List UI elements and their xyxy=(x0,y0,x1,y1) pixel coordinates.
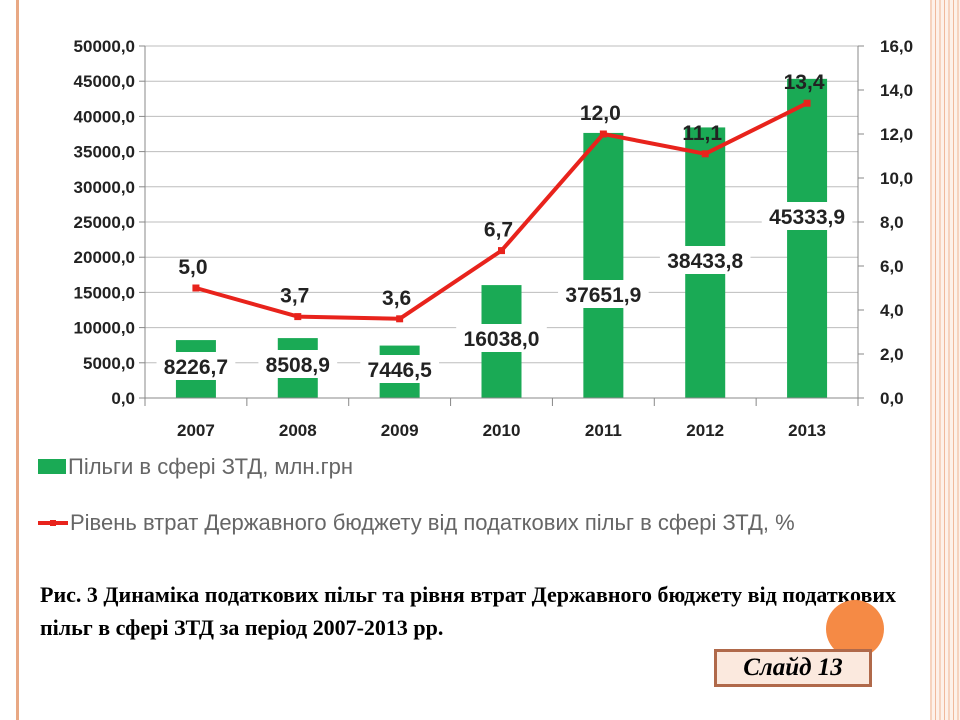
x-axis-tick-label: 2012 xyxy=(686,421,724,440)
combo-chart: 0,0 5000,0 10000,0 15000,0 20000,0 25000,0 300… xyxy=(74,37,914,440)
left-axis-tick-label: 0,0 xyxy=(111,389,135,408)
right-axis-tick-label: 6,0 xyxy=(880,257,904,276)
right-axis-tick-label: 8,0 xyxy=(880,213,904,232)
left-axis-tick-label: 25000,0 xyxy=(74,213,135,232)
x-axis-tick-label: 2008 xyxy=(279,421,317,440)
line-series xyxy=(192,99,811,323)
legend-bar-label: Пільги в сфері ЗТД, млн.грн xyxy=(68,454,354,479)
left-axis-tick-label: 15000,0 xyxy=(74,283,135,302)
slide-number-badge: Слайд 13 xyxy=(714,649,872,687)
right-axis-tick-label: 14,0 xyxy=(880,81,913,100)
right-axis-tick-label: 10,0 xyxy=(880,169,913,188)
x-axis-tick-label: 2013 xyxy=(788,421,826,440)
bar xyxy=(583,132,624,399)
data-labels: 8226,7 8508,9 7446,5 16038,0 37651,9 38433,8 4… xyxy=(156,71,853,383)
line-point xyxy=(192,284,200,292)
right-axis-tick-label: 12,0 xyxy=(880,125,913,144)
bar-label-bg xyxy=(558,280,649,308)
x-axis-tick-label: 2007 xyxy=(177,421,215,440)
line-data-label: 11,1 xyxy=(682,122,722,145)
axes: 0,0 5000,0 10000,0 15000,0 20000,0 25000,0 300… xyxy=(74,37,914,440)
left-axis-tick-label: 5000,0 xyxy=(83,354,135,373)
left-axis-tick-label: 50000,0 xyxy=(74,37,135,56)
right-border-decoration xyxy=(930,0,960,720)
bar-data-label: 16038,0 xyxy=(464,328,540,351)
line-data-label: 5,0 xyxy=(178,256,207,279)
bar xyxy=(787,78,828,399)
left-border-decoration xyxy=(16,0,19,720)
bar-data-label: 37651,9 xyxy=(565,284,641,307)
line-point xyxy=(498,247,505,255)
bar-data-label: 45333,9 xyxy=(769,206,845,229)
line-data-label: 6,7 xyxy=(484,219,513,242)
line-point xyxy=(701,150,709,158)
bar-data-label: 8508,9 xyxy=(266,354,330,377)
right-axis-tick-label: 0,0 xyxy=(880,389,904,408)
left-axis-tick-label: 35000,0 xyxy=(74,143,135,162)
bar-label-bg xyxy=(258,350,338,378)
bar-label-bg xyxy=(360,355,440,383)
left-axis-tick-label: 10000,0 xyxy=(74,319,135,338)
bar-label-bg xyxy=(659,246,751,274)
left-axis-tick-label: 20000,0 xyxy=(74,248,135,267)
bar-label-bg xyxy=(156,352,236,380)
x-axis-tick-label: 2011 xyxy=(585,421,622,440)
legend-entry-bar: Пільги в сфері ЗТД, млн.грн xyxy=(38,452,898,482)
right-axis-tick-label: 2,0 xyxy=(880,345,904,364)
line-point xyxy=(599,130,607,138)
legend-entry-line: Рівень втрат Державного бюджету від пода… xyxy=(38,508,898,538)
line-data-label: 3,7 xyxy=(280,285,309,308)
bar-data-label: 7446,5 xyxy=(368,359,433,382)
left-axis-tick-label: 40000,0 xyxy=(74,107,135,126)
legend-line-swatch xyxy=(38,515,68,530)
bar-data-label: 8226,7 xyxy=(164,356,228,379)
line-point xyxy=(803,99,811,107)
figure-caption: Рис. 3 Динаміка податкових пільг та рівн… xyxy=(40,582,897,640)
right-axis-tick-label: 4,0 xyxy=(880,301,904,320)
x-axis-tick-label: 2009 xyxy=(381,421,419,440)
line-point xyxy=(294,313,302,321)
bar-label-bg xyxy=(456,324,547,352)
x-axis-tick-label: 2010 xyxy=(483,421,521,440)
legend-bar-swatch xyxy=(38,459,66,475)
left-axis-tick-label: 45000,0 xyxy=(74,72,135,91)
legend-line-label: Рівень втрат Державного бюджету від пода… xyxy=(70,510,795,535)
line-data-label: 13,4 xyxy=(784,71,825,94)
bar-data-label: 38433,8 xyxy=(667,250,743,273)
left-axis-tick-label: 30000,0 xyxy=(74,178,135,197)
line-point xyxy=(396,315,404,323)
right-axis-tick-label: 16,0 xyxy=(880,37,913,56)
bar-label-bg xyxy=(761,202,853,230)
line-data-label: 12,0 xyxy=(580,102,621,125)
decor-circle xyxy=(826,600,884,658)
line-data-label: 3,6 xyxy=(382,287,411,310)
